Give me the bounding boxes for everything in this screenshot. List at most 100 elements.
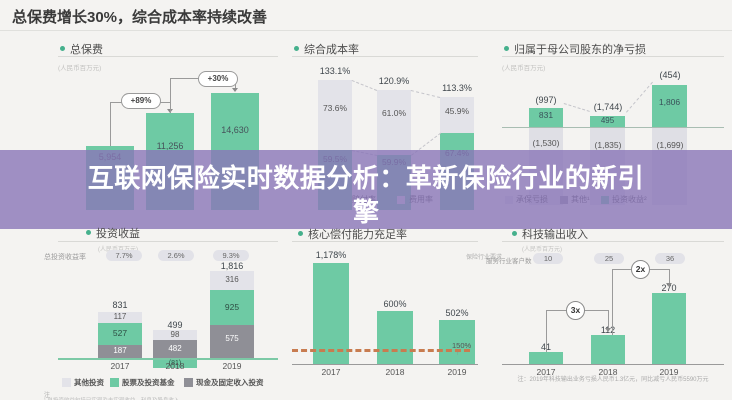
x-tick: 2019 [447,367,467,377]
netloss-chart-title: 归属于母公司股东的净亏损 [514,44,646,56]
mult-badge: 2x [631,260,650,279]
solvency-bar [313,263,349,364]
legend-swatch [62,378,71,387]
tech-bar [652,293,686,364]
x-tick: 2017 [321,367,341,377]
invest-cash-label: 482 [168,344,182,353]
footnote: ¹ 总投资收益包括已实现及未实现收益、利息及股息收入 [44,396,179,400]
ratio-total: 113.3% [442,83,472,93]
ratio-expense-bar [377,90,411,155]
ratio-chart-title: 综合成本率 [304,44,359,56]
threshold-line [292,349,470,352]
netloss-pos-label: 1,806 [658,97,681,107]
invest-rate-badge: 9.3% [213,250,249,261]
netloss-total: (997) [535,95,557,105]
legend-swatch [110,378,119,387]
x-axis [58,358,278,360]
invest-chart-title: 投资收益 [96,228,140,240]
solvency-note: 保险行业要求 [466,255,503,261]
ratio-expense-label: 45.9% [444,106,470,116]
netloss-pos-label: 495 [600,116,615,125]
divider [58,241,278,242]
bullet-icon [504,46,509,51]
mult-bracket-line [612,269,613,335]
ratio-expense-bar [318,80,352,150]
x-axis [292,364,478,365]
netloss-total: (1,744) [593,102,623,112]
page-title: 总保费增长30%，综合成本率持续改善 [12,9,268,26]
invest-other-label: 117 [113,312,127,321]
netloss-pos-bar [590,116,625,127]
x-tick: 2018 [165,361,185,371]
divider [502,56,724,57]
ratio-expense-bar [440,97,474,133]
growth-badge: +89% [121,93,161,109]
caption-line2: 擎 [352,197,379,227]
invest-cash-seg [98,345,142,358]
threshold-label: 150% [452,341,472,350]
invest-equity-label: 925 [224,302,240,312]
threshold-arrow-icon: ↑ [456,351,459,357]
ratio-expense-label: 73.6% [322,103,348,113]
tech-value: 270 [661,283,677,293]
ratio-total: 133.1% [319,66,351,76]
tech-bar [591,335,625,364]
premium-unit: (人民币百万元) [58,65,102,72]
premium-value: 11,256 [156,141,184,151]
netloss-neg-label: (1,699) [656,140,684,150]
arrow-down-icon [666,283,672,287]
tech-client-badge: 25 [594,253,624,264]
divider [58,56,278,57]
netloss-neg-label: (1,835) [594,140,622,150]
tech-unit: (人民币百万元) [522,247,562,253]
tech-value: 41 [529,342,563,353]
netloss-pos-bar [529,108,563,127]
invest-total: 499 [167,320,183,330]
x-tick: 2017 [536,367,556,377]
growth-bracket-line [110,102,111,146]
legend-swatch [184,378,193,387]
tech-client-label: 服务行业客户数 [486,258,532,265]
tech-chart-title: 科技输出收入 [522,229,588,241]
x-axis [502,364,724,365]
bullet-icon [86,230,91,235]
invest-cash-seg [210,325,254,358]
invest-cash-label: 575 [225,334,239,343]
legend-label: 现金及固定收入投资 [196,378,264,387]
mult-bracket-line [546,310,547,352]
invest-rate-badge: 2.6% [158,250,194,261]
solvency-chart-title: 核心偿付能力充足率 [308,229,407,241]
bullet-icon [60,46,65,51]
divider [292,56,478,57]
invest-cash-seg [153,340,197,358]
netloss-unit: (人民币百万元) [502,65,546,72]
growth-badge: +30% [198,71,238,87]
x-tick: 2017 [110,361,130,371]
mult-bracket-line [669,269,670,283]
premium-value: 14,630 [221,125,249,135]
netloss-total: (454) [659,70,681,80]
arrow-down-icon [232,88,238,92]
invest-equity-label: 527 [112,328,128,338]
premium-chart-title: 总保费 [70,44,103,56]
x-tick: 2019 [222,361,242,371]
growth-bracket-line [170,78,171,113]
tech-bar [529,352,563,364]
caption-banner: 互联网保险实时数据分析：革新保险行业的新引 擎 [0,150,732,229]
footnote: 注：2019年科技输出业务亏损人民币1.3亿元，同比减亏人民币5590万元 [517,377,709,383]
invest-rate-label: 总投资收益率 [44,254,86,261]
solvency-value: 1,178% [315,250,347,260]
bullet-icon [294,46,299,51]
invest-total: 1,816 [220,261,244,271]
invest-other-seg [98,312,142,323]
invest-total: 831 [112,300,128,310]
mult-bracket-line [608,310,609,328]
invest-equity-seg [98,323,142,345]
netloss-pos-label: 831 [538,110,554,120]
tech-client-badge: 10 [533,253,563,264]
netloss-pos-bar [652,85,687,127]
netloss-neg-label: (1,530) [532,138,560,148]
solvency-bar [439,320,475,364]
divider [502,241,724,242]
